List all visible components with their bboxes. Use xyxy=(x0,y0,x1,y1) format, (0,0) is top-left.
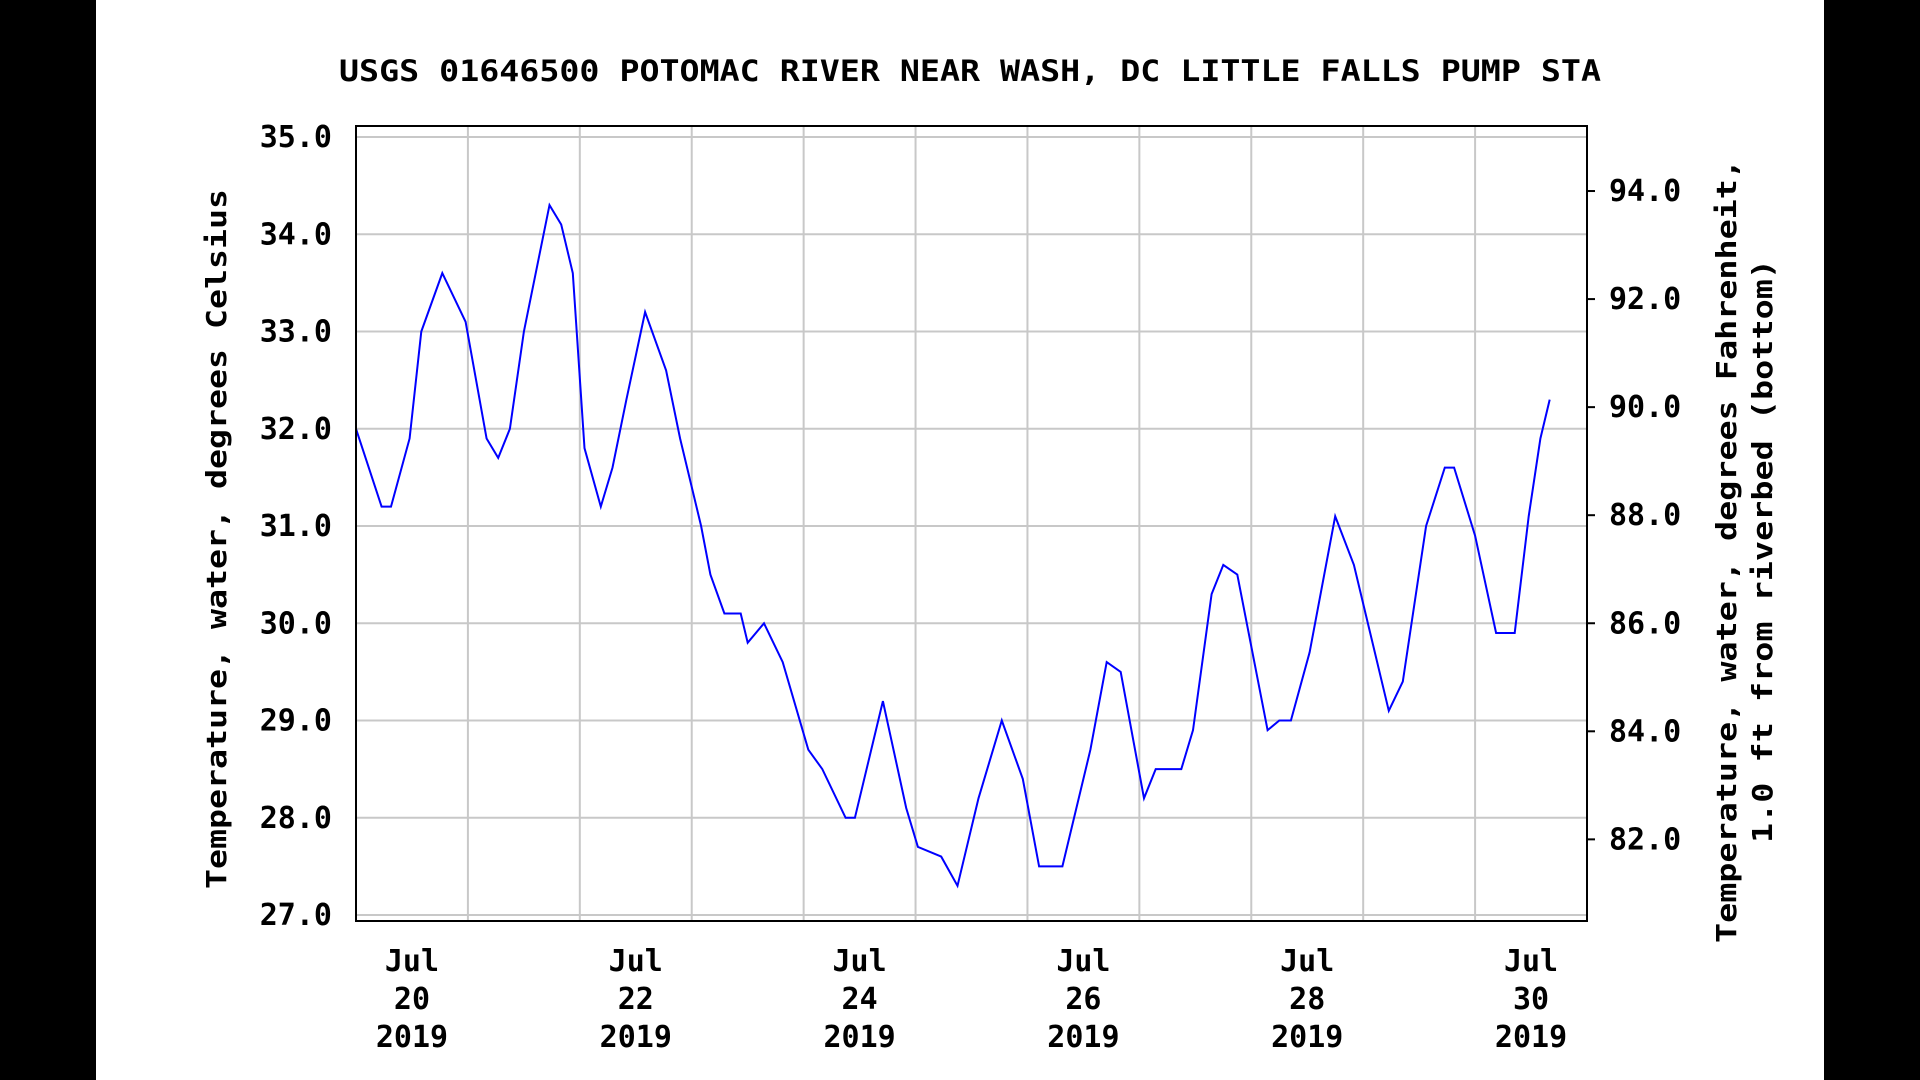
x-tick-label-day: 30 xyxy=(1513,982,1549,1017)
x-tick-label-day: 22 xyxy=(618,982,654,1017)
x-tick-label-day: 20 xyxy=(394,982,430,1017)
y-right-tick-label: 84.0 xyxy=(1609,714,1681,749)
y-tick-label: 28.0 xyxy=(260,801,332,836)
plot-frame xyxy=(355,125,1588,922)
y-tick-label: 31.0 xyxy=(260,509,332,544)
chart-title: USGS 01646500 POTOMAC RIVER NEAR WASH, D… xyxy=(339,54,1601,88)
y-tick-label: 32.0 xyxy=(260,412,332,447)
y-axis-right: 82.0 84.0 86.0 88.0 90.0 92.0 94.0 xyxy=(1587,174,1681,857)
y-tick-label: 34.0 xyxy=(260,217,332,252)
y-axis-right-label-line1: Temperature, water, degrees Fahrenheit, xyxy=(1710,159,1743,943)
chart-canvas: USGS 01646500 POTOMAC RIVER NEAR WASH, D… xyxy=(96,0,1824,1080)
grid xyxy=(356,126,1587,921)
x-tick-label-day: 24 xyxy=(842,982,878,1017)
y-tick-label: 30.0 xyxy=(260,606,332,641)
y-tick-label: 33.0 xyxy=(260,315,332,350)
y-tick-label: 27.0 xyxy=(260,898,332,933)
y-right-tick-label: 92.0 xyxy=(1609,282,1681,317)
x-tick-label-month: Jul xyxy=(832,944,886,979)
x-tick-label-year: 2019 xyxy=(1047,1020,1119,1055)
x-tick-label-month: Jul xyxy=(609,944,663,979)
y-right-tick-label: 86.0 xyxy=(1609,606,1681,641)
y-right-tick-label: 94.0 xyxy=(1609,174,1681,209)
y-tick-label: 35.0 xyxy=(260,120,332,155)
y-right-tick-label: 88.0 xyxy=(1609,498,1681,533)
y-axis-right-label-line2: 1.0 ft from riverbed (bottom) xyxy=(1746,259,1779,843)
x-tick-label-year: 2019 xyxy=(376,1020,448,1055)
x-tick-label-year: 2019 xyxy=(823,1020,895,1055)
x-tick-label-day: 26 xyxy=(1065,982,1101,1017)
x-tick-label-month: Jul xyxy=(1056,944,1110,979)
y-right-tick-label: 82.0 xyxy=(1609,822,1681,857)
x-tick-label-year: 2019 xyxy=(1271,1020,1343,1055)
y-axis-left: 27.0 28.0 29.0 30.0 31.0 32.0 33.0 34.0 35.0 xyxy=(260,120,332,933)
temperature-chart: USGS 01646500 POTOMAC RIVER NEAR WASH, D… xyxy=(200,54,1779,1055)
y-right-tick-label: 90.0 xyxy=(1609,390,1681,425)
series-line xyxy=(355,202,1551,889)
x-tick-label-year: 2019 xyxy=(600,1020,672,1055)
y-axis-label: Temperature, water, degrees Celsius xyxy=(200,189,233,889)
x-tick-label-month: Jul xyxy=(1504,944,1558,979)
x-tick-label-month: Jul xyxy=(385,944,439,979)
y-tick-label: 29.0 xyxy=(260,704,332,739)
x-axis: Jul202019Jul222019Jul242019Jul262019Jul2… xyxy=(376,944,1567,1055)
x-tick-label-month: Jul xyxy=(1280,944,1334,979)
x-tick-label-day: 28 xyxy=(1289,982,1325,1017)
x-tick-label-year: 2019 xyxy=(1495,1020,1567,1055)
